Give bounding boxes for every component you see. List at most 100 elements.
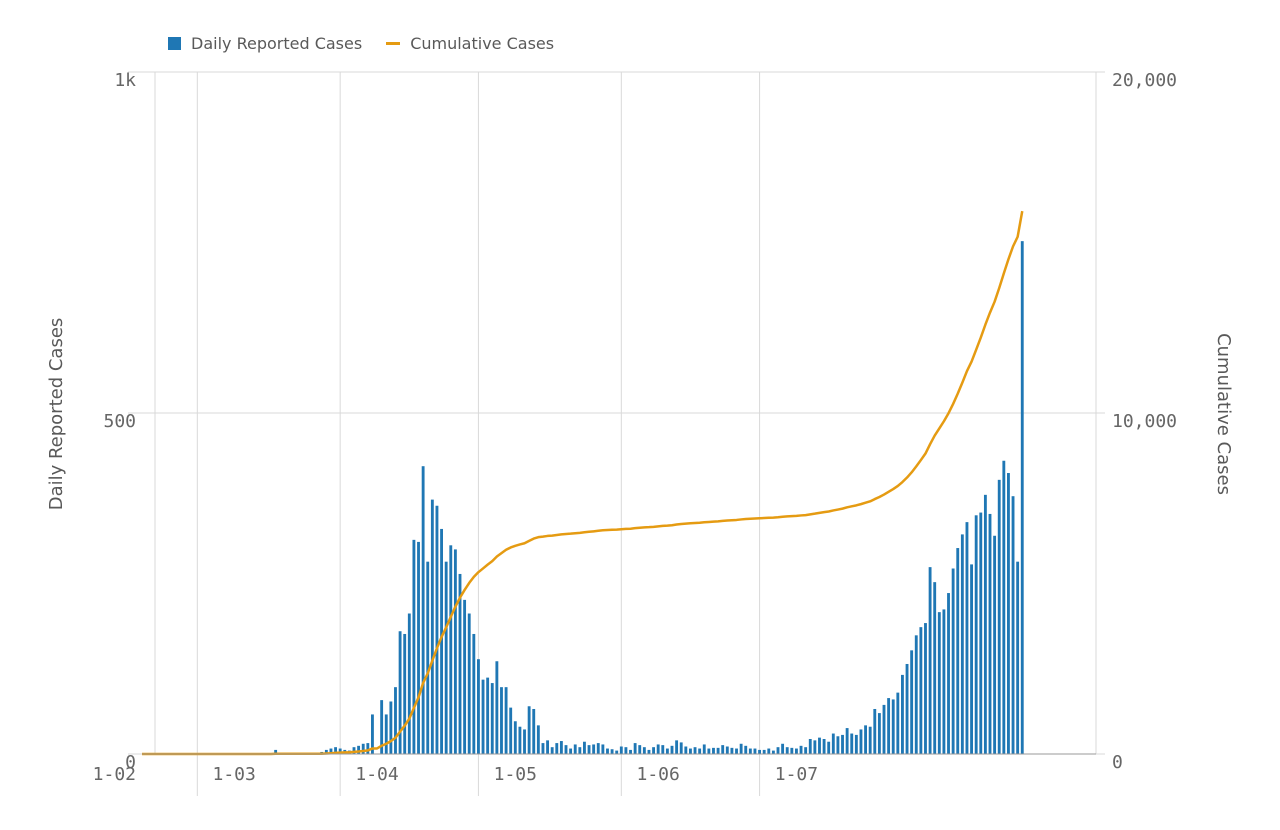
daily-cases-bar bbox=[725, 746, 729, 754]
legend-label-cumulative: Cumulative Cases bbox=[410, 34, 555, 53]
daily-cases-bar bbox=[988, 513, 992, 754]
daily-cases-bar bbox=[896, 692, 900, 754]
daily-cases-bar bbox=[808, 739, 812, 754]
daily-cases-bar bbox=[693, 747, 697, 754]
legend-item-daily[interactable]: Daily Reported Cases bbox=[168, 34, 362, 53]
daily-cases-bar bbox=[486, 677, 490, 754]
daily-cases-bar bbox=[587, 745, 591, 754]
daily-cases-bar bbox=[417, 541, 420, 754]
daily-cases-bar bbox=[753, 748, 757, 754]
daily-cases-bar bbox=[661, 745, 665, 754]
daily-cases-bar bbox=[389, 701, 393, 754]
daily-cases-bar bbox=[910, 650, 914, 754]
daily-cases-bar bbox=[712, 747, 715, 754]
daily-cases-bar bbox=[762, 749, 766, 754]
x-tick-label: 1-04 bbox=[355, 764, 398, 785]
daily-cases-bar bbox=[334, 747, 337, 754]
daily-cases-bar bbox=[818, 737, 821, 754]
daily-cases-bar bbox=[610, 749, 614, 754]
daily-cases-bar bbox=[822, 739, 826, 754]
daily-cases-bar bbox=[689, 748, 692, 754]
daily-cases-bar bbox=[901, 674, 904, 754]
daily-cases-bar bbox=[619, 746, 623, 754]
daily-cases-bar bbox=[771, 750, 775, 754]
daily-cases-bar bbox=[997, 479, 1001, 754]
daily-cases-bar bbox=[1002, 460, 1006, 754]
legend-item-cumulative[interactable]: Cumulative Cases bbox=[386, 34, 554, 53]
daily-cases-bar bbox=[430, 499, 434, 754]
daily-cases-bar bbox=[947, 593, 950, 754]
daily-cases-bar bbox=[398, 631, 402, 754]
daily-cases-bar bbox=[633, 743, 637, 754]
y-left-tick-label: 1k bbox=[114, 70, 136, 91]
daily-cases-bar bbox=[656, 744, 660, 754]
daily-cases-bar bbox=[873, 708, 877, 754]
legend-swatch-daily bbox=[168, 37, 181, 50]
legend-swatch-cumulative bbox=[386, 42, 401, 45]
daily-cases-bar bbox=[380, 700, 384, 754]
daily-cases-bar bbox=[449, 545, 453, 754]
x-tick-label: 1-02 bbox=[93, 764, 136, 785]
line-layer bbox=[142, 210, 1024, 756]
daily-cases-bar bbox=[559, 741, 563, 754]
daily-cases-bar bbox=[338, 748, 342, 754]
daily-cases-bar bbox=[592, 744, 596, 754]
daily-cases-bar bbox=[919, 627, 923, 754]
y-right-axis-title: Cumulative Cases bbox=[1213, 333, 1234, 495]
daily-cases-bar bbox=[960, 534, 964, 754]
daily-cases-bar bbox=[790, 747, 794, 754]
daily-cases-bar bbox=[748, 748, 752, 754]
daily-cases-bar bbox=[795, 748, 798, 754]
daily-cases-bar bbox=[744, 745, 748, 754]
daily-cases-bar bbox=[739, 743, 743, 754]
daily-cases-bar bbox=[679, 742, 683, 754]
daily-cases-bar bbox=[933, 582, 937, 754]
daily-cases-bar bbox=[536, 725, 540, 754]
daily-cases-bar bbox=[467, 613, 471, 754]
daily-cases-bar bbox=[882, 704, 886, 754]
x-tick-label: 1-05 bbox=[494, 764, 537, 785]
daily-cases-bar bbox=[804, 747, 808, 754]
daily-cases-bar bbox=[665, 748, 669, 754]
daily-cases-bar bbox=[831, 733, 835, 754]
daily-cases-bar bbox=[384, 714, 388, 754]
daily-cases-bar bbox=[730, 747, 734, 754]
bars-layer bbox=[274, 241, 1024, 754]
daily-cases-bar bbox=[924, 623, 927, 754]
daily-cases-bar bbox=[859, 729, 863, 754]
daily-cases-bar bbox=[638, 745, 642, 754]
daily-cases-bar bbox=[887, 698, 891, 754]
daily-cases-bar bbox=[403, 633, 407, 754]
daily-cases-bar bbox=[845, 728, 849, 754]
daily-cases-bar bbox=[877, 713, 881, 754]
daily-cases-bar bbox=[836, 736, 840, 754]
daily-cases-bar bbox=[435, 505, 439, 754]
daily-cases-bar bbox=[1011, 496, 1015, 754]
daily-cases-bar bbox=[905, 663, 909, 754]
daily-cases-bar bbox=[758, 749, 761, 754]
daily-cases-bar bbox=[504, 687, 508, 754]
legend-label-daily: Daily Reported Cases bbox=[191, 34, 363, 53]
daily-cases-bar bbox=[781, 743, 785, 754]
daily-cases-bar bbox=[361, 743, 365, 754]
y-right-tick-label: 20,000 bbox=[1112, 70, 1177, 91]
daily-cases-bar bbox=[675, 740, 679, 754]
daily-cases-bar bbox=[421, 466, 425, 754]
daily-cases-bar bbox=[440, 528, 443, 754]
daily-cases-bar bbox=[850, 733, 854, 754]
legend: Daily Reported Cases Cumulative Cases bbox=[168, 34, 554, 53]
daily-cases-bar bbox=[481, 679, 485, 754]
daily-cases-bar bbox=[509, 707, 513, 754]
daily-cases-bar bbox=[329, 748, 333, 754]
daily-cases-bar bbox=[463, 599, 467, 754]
daily-cases-bar bbox=[652, 747, 655, 754]
daily-cases-bar bbox=[583, 741, 586, 754]
daily-cases-bar bbox=[813, 740, 817, 754]
daily-cases-bar bbox=[352, 747, 356, 754]
daily-cases-bar bbox=[550, 747, 554, 754]
daily-cases-bar bbox=[477, 659, 480, 754]
daily-cases-bar bbox=[735, 748, 738, 754]
daily-cases-bar bbox=[942, 609, 946, 754]
y-left-tick-label: 0 bbox=[125, 752, 136, 773]
daily-cases-bar bbox=[647, 749, 651, 754]
